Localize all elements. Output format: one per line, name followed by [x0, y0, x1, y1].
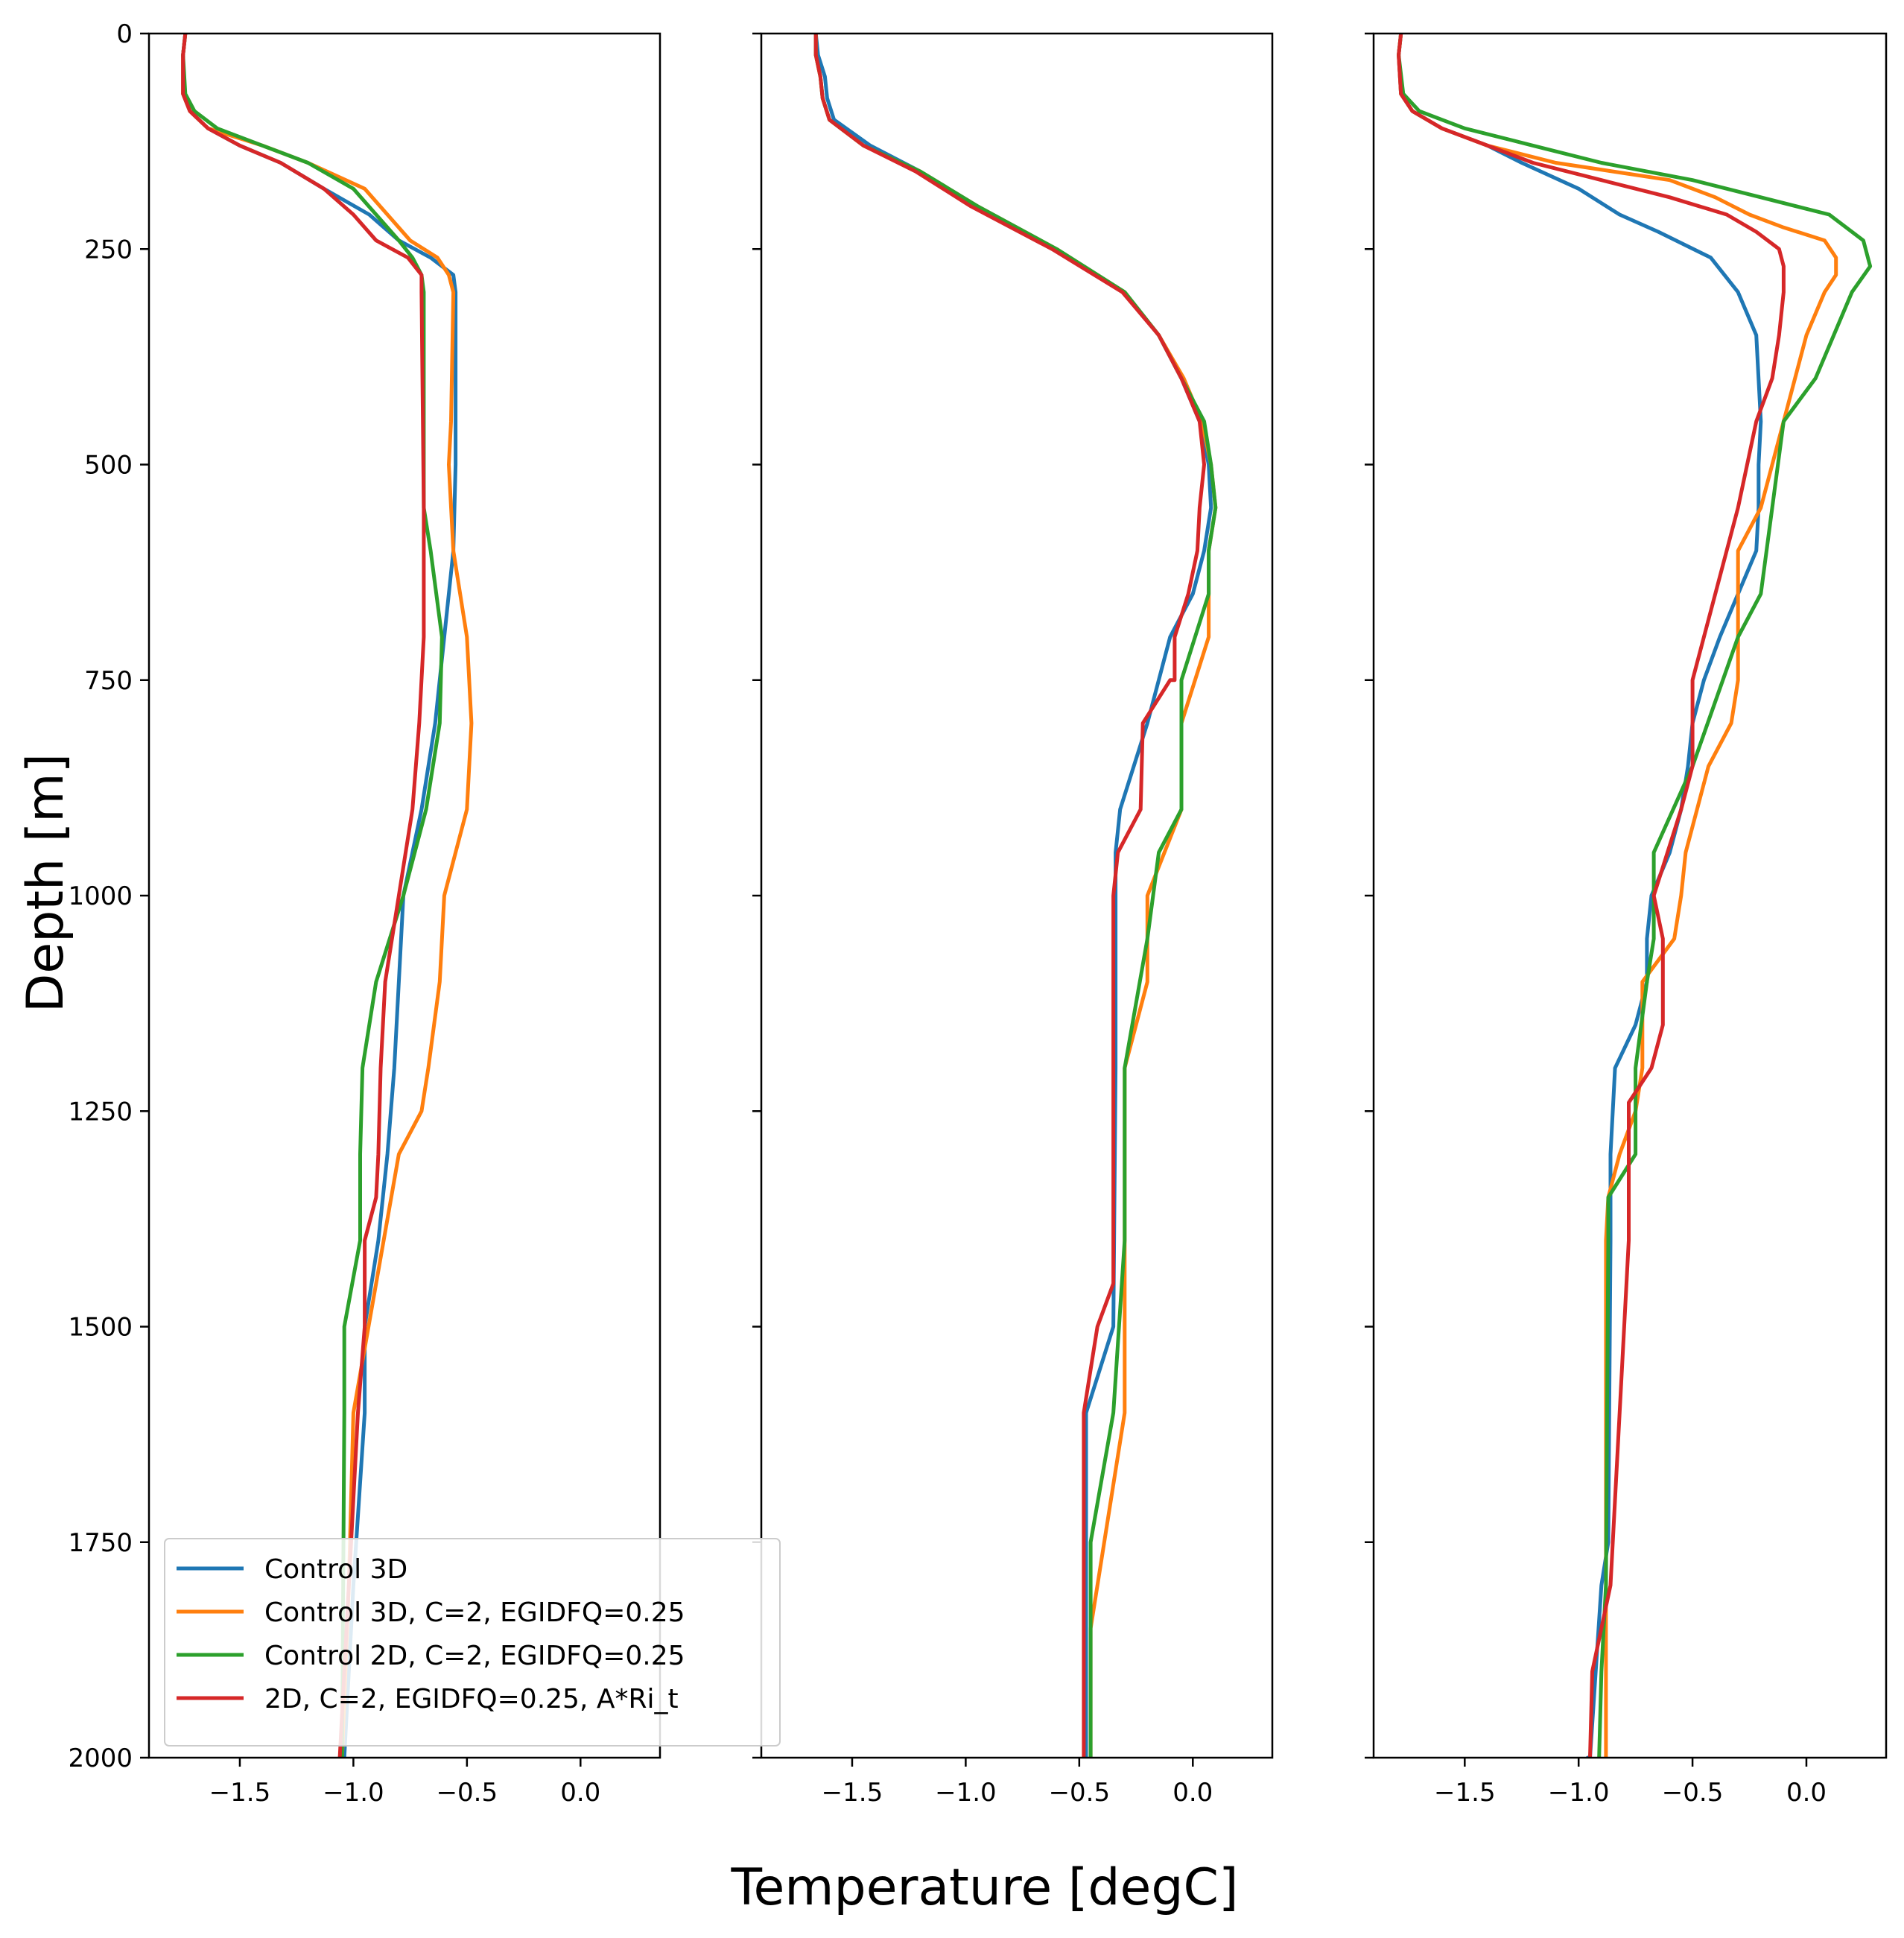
legend-box [164, 1538, 781, 1747]
x-tick-label: −1.0 [323, 1778, 384, 1808]
x-tick-label: −1.5 [1434, 1778, 1496, 1808]
series-line-4-panel-1 [181, 34, 426, 1758]
series-line-2-panel-3 [1397, 34, 1838, 1758]
x-tick-label: −1.0 [1548, 1778, 1610, 1808]
y-tick-label: 1250 [68, 1097, 133, 1127]
y-tick-label: 0 [116, 19, 133, 49]
series-line-1-panel-2 [813, 34, 1213, 1758]
panel-3-frame [1372, 32, 1888, 1759]
panel-3: −1.5 −1.0 −0.5 0.0 [1365, 32, 1888, 1808]
x-tick-label: −0.5 [1662, 1778, 1724, 1808]
legend-label: 2D, C=2, EGIDFQ=0.25, A*Ri_t [264, 1684, 679, 1714]
x-tick-label: 0.0 [560, 1778, 600, 1808]
panel-2: −1.5 −1.0 −0.5 0.0 [752, 32, 1274, 1808]
y-tick-label: 1750 [68, 1528, 133, 1558]
series-line-3-panel-1 [181, 34, 444, 1758]
legend: Control 3D Control 3D, C=2, EGIDFQ=0.25 Co… [164, 1538, 781, 1747]
panel-3-series [1397, 34, 1873, 1758]
panel-1: −1.5 −1.0 −0.5 0.0 0 250 500 750 1000 1250 1500 175… [68, 19, 661, 1808]
y-tick-label: 1500 [68, 1313, 133, 1343]
legend-label: Control 3D [264, 1554, 407, 1585]
legend-label: Control 3D, C=2, EGIDFQ=0.25 [264, 1597, 685, 1628]
series-line-1-panel-3 [1397, 34, 1763, 1758]
y-tick-label: 1000 [68, 881, 133, 911]
panel-2-series [813, 34, 1218, 1758]
x-tick-label: 0.0 [1172, 1778, 1213, 1808]
series-line-3-panel-3 [1397, 34, 1873, 1758]
x-axis-title: Temperature [degC] [730, 1858, 1238, 1917]
series-line-1-panel-1 [181, 34, 458, 1758]
legend-label: Control 2D, C=2, EGIDFQ=0.25 [264, 1641, 685, 1671]
y-tick-label: 500 [84, 451, 133, 481]
x-tick-label: −1.5 [822, 1778, 883, 1808]
x-tick-label: 0.0 [1786, 1778, 1827, 1808]
y-tick-label: 750 [84, 666, 133, 696]
x-tick-label: −0.5 [1049, 1778, 1111, 1808]
panel-1-series [181, 34, 474, 1758]
y-tick-label: 250 [84, 235, 133, 265]
x-tick-label: −1.5 [209, 1778, 271, 1808]
series-line-2-panel-2 [813, 34, 1218, 1758]
series-line-2-panel-1 [181, 34, 474, 1758]
panels-group: −1.5 −1.0 −0.5 0.0 0 250 500 750 1000 1250 1500 175… [68, 19, 1888, 1808]
series-line-3-panel-2 [813, 34, 1218, 1758]
series-line-4-panel-3 [1397, 34, 1786, 1758]
x-tick-label: −0.5 [437, 1778, 498, 1808]
x-tick-label: −1.0 [935, 1778, 997, 1808]
y-axis-title: Depth [m] [16, 753, 75, 1013]
panel-2-frame [760, 32, 1274, 1759]
y-tick-label: 2000 [68, 1744, 133, 1773]
series-line-4-panel-2 [813, 34, 1206, 1758]
